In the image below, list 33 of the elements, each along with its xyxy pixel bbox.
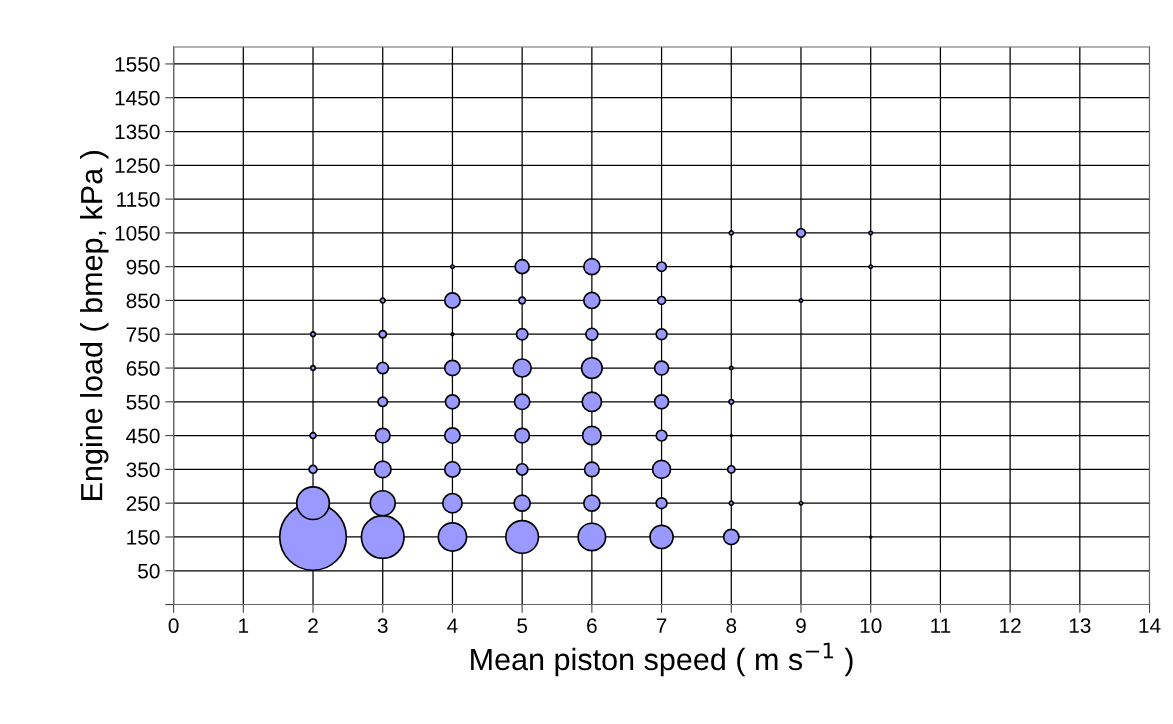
x-tick-label: 13 xyxy=(1069,618,1091,634)
y-tick-label: 1550 xyxy=(115,56,160,72)
x-tick-label: 7 xyxy=(656,618,667,633)
y-tick-label: 350 xyxy=(126,462,160,478)
y-tick-label: 50 xyxy=(138,563,160,579)
y-tick-label: 1050 xyxy=(115,225,160,241)
x-axis-title: Mean piston speed ( m s$^{−1}$ ) xyxy=(471,642,853,677)
x-tick-label: 11 xyxy=(931,618,951,633)
y-tick-label: 1150 xyxy=(117,192,160,207)
y-axis-title: Engine load ( bmep, kPa ) xyxy=(80,151,109,500)
y-tick-label: 1250 xyxy=(115,158,160,174)
y-tick-label: 950 xyxy=(126,259,160,275)
x-tick-label: 0 xyxy=(168,618,179,634)
y-tick-label: 750 xyxy=(126,327,160,342)
x-tick-label: 6 xyxy=(587,618,597,634)
x-tick-label: 4 xyxy=(447,618,458,633)
x-tick-label: 14 xyxy=(1139,618,1161,633)
y-tick-label: 150 xyxy=(127,529,160,545)
x-tick-label: 2 xyxy=(308,618,318,633)
y-tick-label: 250 xyxy=(126,496,160,511)
x-tick-label: 8 xyxy=(726,618,737,634)
y-tick-label: 1350 xyxy=(115,124,160,140)
x-tick-label: 1 xyxy=(239,618,249,633)
x-tick-label: 9 xyxy=(796,618,806,634)
y-tick-label: 1450 xyxy=(115,90,160,106)
x-tick-label: 5 xyxy=(517,618,528,634)
y-tick-label: 450 xyxy=(126,428,160,444)
x-tick-label: 3 xyxy=(377,618,388,634)
x-tick-label: 12 xyxy=(1000,618,1021,633)
y-tick-label: 850 xyxy=(126,293,160,309)
y-tick-label: 650 xyxy=(126,361,160,376)
x-tick-label: 10 xyxy=(860,618,882,634)
y-tick-label: 550 xyxy=(126,394,160,410)
